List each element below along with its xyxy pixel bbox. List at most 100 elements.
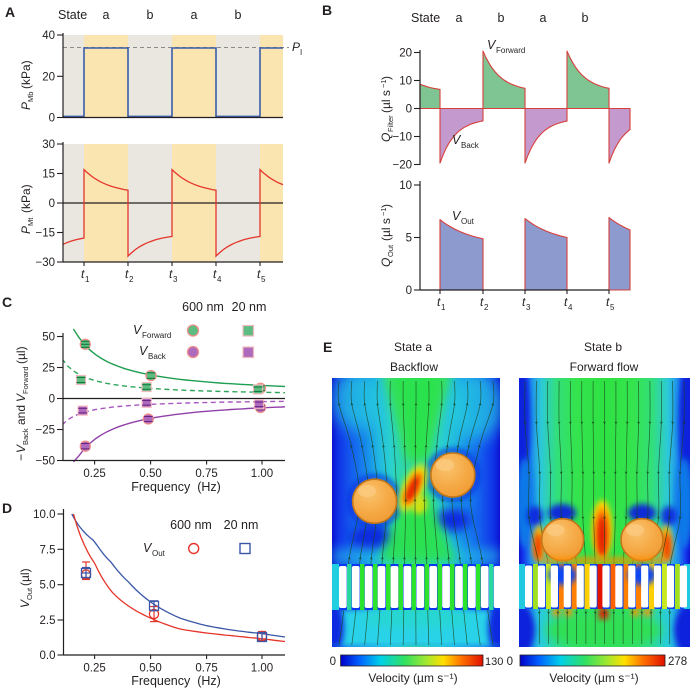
svg-text:(µl): (µl) xyxy=(18,568,32,586)
svg-text:0.25: 0.25 xyxy=(83,468,105,480)
svg-text:t: t xyxy=(257,267,261,281)
svg-text:P: P xyxy=(19,102,33,110)
svg-text:Forward: Forward xyxy=(496,46,525,55)
svg-text:V: V xyxy=(14,444,28,453)
svg-text:Velocity (µm s⁻¹): Velocity (µm s⁻¹) xyxy=(368,671,457,685)
svg-text:a: a xyxy=(103,8,110,22)
svg-text:Out: Out xyxy=(461,217,475,226)
svg-text:V: V xyxy=(139,344,149,358)
svg-text:V: V xyxy=(14,393,28,402)
svg-text:Forward: Forward xyxy=(142,331,171,340)
svg-text:E: E xyxy=(323,339,332,355)
svg-text:): ) xyxy=(379,76,393,80)
svg-text:1.00: 1.00 xyxy=(251,468,273,480)
svg-text:t: t xyxy=(81,267,85,281)
svg-text:25: 25 xyxy=(42,363,55,375)
svg-text:0: 0 xyxy=(406,285,412,297)
svg-text:10: 10 xyxy=(399,76,412,88)
svg-text:(µl): (µl) xyxy=(14,346,28,364)
svg-text:2: 2 xyxy=(129,275,134,284)
svg-text:0.50: 0.50 xyxy=(139,663,161,675)
svg-text:Filter: Filter xyxy=(386,115,395,132)
svg-text:0.0: 0.0 xyxy=(40,650,56,662)
svg-text:5.0: 5.0 xyxy=(40,580,56,592)
svg-text:0: 0 xyxy=(330,656,336,668)
svg-text:−15: −15 xyxy=(35,228,55,240)
svg-text:5: 5 xyxy=(610,303,615,312)
svg-text:10.0: 10.0 xyxy=(33,509,55,521)
svg-text:b: b xyxy=(582,11,589,25)
svg-text:Velocity (µm s⁻¹): Velocity (µm s⁻¹) xyxy=(549,671,638,685)
svg-text:4: 4 xyxy=(568,303,573,312)
svg-text:t: t xyxy=(522,295,526,309)
svg-text:D: D xyxy=(2,500,12,516)
svg-text:5: 5 xyxy=(261,275,266,284)
svg-text:Out: Out xyxy=(386,244,395,257)
svg-text:−30: −30 xyxy=(35,257,55,269)
svg-text:0: 0 xyxy=(49,394,55,406)
svg-text:t: t xyxy=(213,267,217,281)
svg-text:130: 130 xyxy=(485,656,503,668)
svg-text:278: 278 xyxy=(668,656,687,668)
svg-text:5: 5 xyxy=(406,233,412,245)
svg-text:t: t xyxy=(169,267,173,281)
svg-text:600 nm: 600 nm xyxy=(170,518,212,532)
svg-text:2: 2 xyxy=(484,303,489,312)
svg-text:t: t xyxy=(437,295,441,309)
svg-text:0: 0 xyxy=(406,104,412,116)
svg-text:Back: Back xyxy=(148,352,167,361)
svg-text:Mt: Mt xyxy=(26,217,35,226)
svg-text:20 nm: 20 nm xyxy=(232,300,267,314)
svg-text:b: b xyxy=(498,11,505,25)
svg-text:C: C xyxy=(2,294,12,310)
svg-text:V: V xyxy=(133,323,143,337)
svg-text:V: V xyxy=(452,133,462,147)
svg-text:7.5: 7.5 xyxy=(40,544,56,556)
svg-text:B: B xyxy=(322,2,332,18)
svg-text:State: State xyxy=(411,11,440,25)
svg-text:V: V xyxy=(143,541,153,555)
svg-text:b: b xyxy=(235,8,242,22)
svg-text:0.50: 0.50 xyxy=(139,468,161,480)
svg-text:Mb: Mb xyxy=(26,92,35,102)
svg-text:P: P xyxy=(19,226,33,234)
svg-text:Frequency (Hz): Frequency (Hz) xyxy=(131,480,221,494)
svg-text:30: 30 xyxy=(42,139,55,151)
svg-text:Frequency (Hz): Frequency (Hz) xyxy=(131,674,221,688)
svg-text:3: 3 xyxy=(526,303,531,312)
svg-text:Out: Out xyxy=(152,549,166,558)
svg-text:−25: −25 xyxy=(35,425,55,437)
svg-text:2.5: 2.5 xyxy=(40,615,56,627)
svg-text:b: b xyxy=(147,8,154,22)
svg-text:P: P xyxy=(292,40,300,54)
svg-text:a: a xyxy=(456,11,463,25)
svg-text:3: 3 xyxy=(173,275,178,284)
svg-text:15: 15 xyxy=(42,169,55,181)
svg-text:Q: Q xyxy=(379,258,393,267)
svg-text:Backflow: Backflow xyxy=(390,360,438,374)
svg-text:1: 1 xyxy=(85,275,90,284)
svg-text:20: 20 xyxy=(42,71,55,83)
svg-text:4: 4 xyxy=(217,275,222,284)
svg-text:0: 0 xyxy=(49,113,55,125)
svg-text:−50: −50 xyxy=(35,456,55,468)
svg-text:): ) xyxy=(379,204,393,208)
svg-text:−10: −10 xyxy=(392,132,412,144)
svg-text:Out: Out xyxy=(25,587,34,600)
svg-text:50: 50 xyxy=(42,332,55,344)
svg-text:I: I xyxy=(300,48,302,57)
svg-text:t: t xyxy=(564,295,568,309)
svg-text:20: 20 xyxy=(399,48,412,60)
svg-text:0.75: 0.75 xyxy=(195,468,217,480)
svg-text:0: 0 xyxy=(507,656,513,668)
svg-text:−: − xyxy=(14,454,28,461)
svg-text:0.75: 0.75 xyxy=(195,663,217,675)
svg-text:−1: −1 xyxy=(379,79,388,88)
svg-text:V: V xyxy=(452,209,462,223)
svg-text:State a: State a xyxy=(394,340,432,354)
svg-text:0.25: 0.25 xyxy=(83,663,105,675)
svg-text:Back: Back xyxy=(21,428,30,445)
svg-text:t: t xyxy=(125,267,129,281)
svg-text:1.00: 1.00 xyxy=(251,663,273,675)
svg-text:20 nm: 20 nm xyxy=(224,518,259,532)
